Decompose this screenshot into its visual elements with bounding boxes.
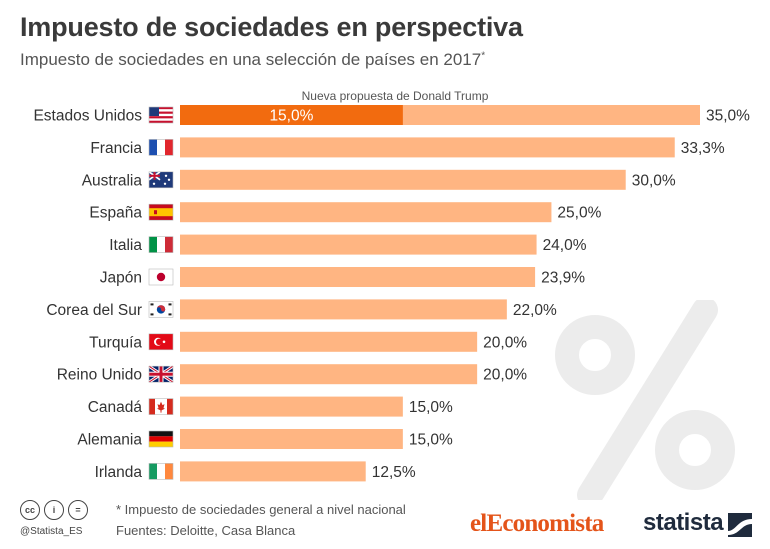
bar-francia[interactable] [180, 137, 675, 158]
category-label-irlanda: Irlanda [95, 464, 143, 481]
category-label-espana: España [89, 205, 142, 222]
value-label-japon: 23,9% [541, 270, 585, 287]
bar-canada[interactable] [180, 396, 403, 417]
bar-espana[interactable] [180, 202, 552, 223]
category-label-turquia: Turquía [89, 334, 142, 351]
value-label-australia: 30,0% [632, 172, 676, 189]
sources: Fuentes: Deloitte, Casa Blanca [116, 523, 296, 538]
category-label-canada: Canadá [88, 399, 143, 416]
flag-es-icon [148, 203, 174, 221]
bar-italia[interactable] [180, 234, 537, 255]
category-label-alemania: Alemania [77, 432, 142, 449]
value-label-canada: 15,0% [409, 399, 453, 416]
bar-australia[interactable] [180, 169, 626, 190]
license-icons: cc i = [20, 500, 88, 520]
subtitle-footnote-mark: * [481, 50, 486, 62]
value-label-francia: 33,3% [681, 140, 725, 157]
flag-fr-icon [148, 139, 174, 156]
category-label-francia: Francia [90, 140, 142, 157]
value-label-reino-unido: 20,0% [483, 367, 527, 384]
subtitle-text: Impuesto de sociedades en una selección … [20, 50, 482, 69]
flag-ca-icon [148, 398, 174, 415]
value-label-turquia: 20,0% [483, 334, 527, 351]
attribution-icon[interactable]: i [44, 500, 64, 520]
value-label-espana: 25,0% [557, 205, 601, 222]
highlight-value-label: 15,0% [269, 108, 313, 125]
category-label-australia: Australia [82, 172, 143, 189]
flag-ie-icon [148, 463, 174, 480]
category-label-corea-del-sur: Corea del Sur [46, 302, 142, 319]
flag-us-icon [148, 106, 174, 124]
category-label-estados-unidos: Estados Unidos [33, 108, 142, 125]
value-label-estados-unidos: 35,0% [706, 108, 750, 125]
bar-chart: Estados Unidos 35,0% 15,0% Nueva propuesta … [33, 89, 750, 482]
value-label-corea-del-sur: 22,0% [513, 302, 557, 319]
bar-turquia[interactable] [180, 331, 478, 352]
chart-subtitle: Impuesto de sociedades en una selección … [20, 50, 485, 70]
flag-jp-icon [148, 268, 174, 286]
statista-handle[interactable]: @Statista_ES [20, 526, 83, 537]
statista-logo[interactable]: statista [643, 509, 724, 536]
value-label-irlanda: 12,5% [372, 464, 416, 481]
category-label-reino-unido: Reino Unido [57, 367, 142, 384]
highlight-bar-proposal[interactable] [180, 105, 403, 125]
bar-corea-del-sur[interactable] [180, 299, 507, 320]
bar-irlanda[interactable] [180, 461, 366, 482]
statista-logo-icon[interactable] [728, 513, 752, 537]
flag-au-icon [148, 171, 174, 189]
no-derivatives-icon[interactable]: = [68, 500, 88, 520]
value-label-alemania: 15,0% [409, 432, 453, 449]
creative-commons-icon[interactable]: cc [20, 500, 40, 520]
chart-title: Impuesto de sociedades en perspectiva [20, 12, 523, 42]
category-label-italia: Italia [109, 237, 142, 254]
bar-alemania[interactable] [180, 429, 403, 449]
proposal-annotation: Nueva propuesta de Donald Trump [302, 89, 489, 103]
category-label-japon: Japón [100, 270, 142, 287]
flag-kr-icon [148, 301, 174, 318]
eleconomista-logo[interactable]: elEconomista [470, 510, 604, 537]
flag-de-icon [148, 430, 174, 448]
flag-it-icon [148, 236, 174, 253]
flag-gb-icon [148, 364, 174, 384]
bar-japon[interactable] [180, 267, 536, 287]
value-label-italia: 24,0% [543, 237, 587, 254]
footnote: * Impuesto de sociedades general a nivel… [116, 502, 406, 517]
percent-watermark-icon [555, 300, 735, 500]
flag-tr-icon [148, 333, 174, 351]
bar-reino-unido[interactable] [180, 364, 478, 385]
